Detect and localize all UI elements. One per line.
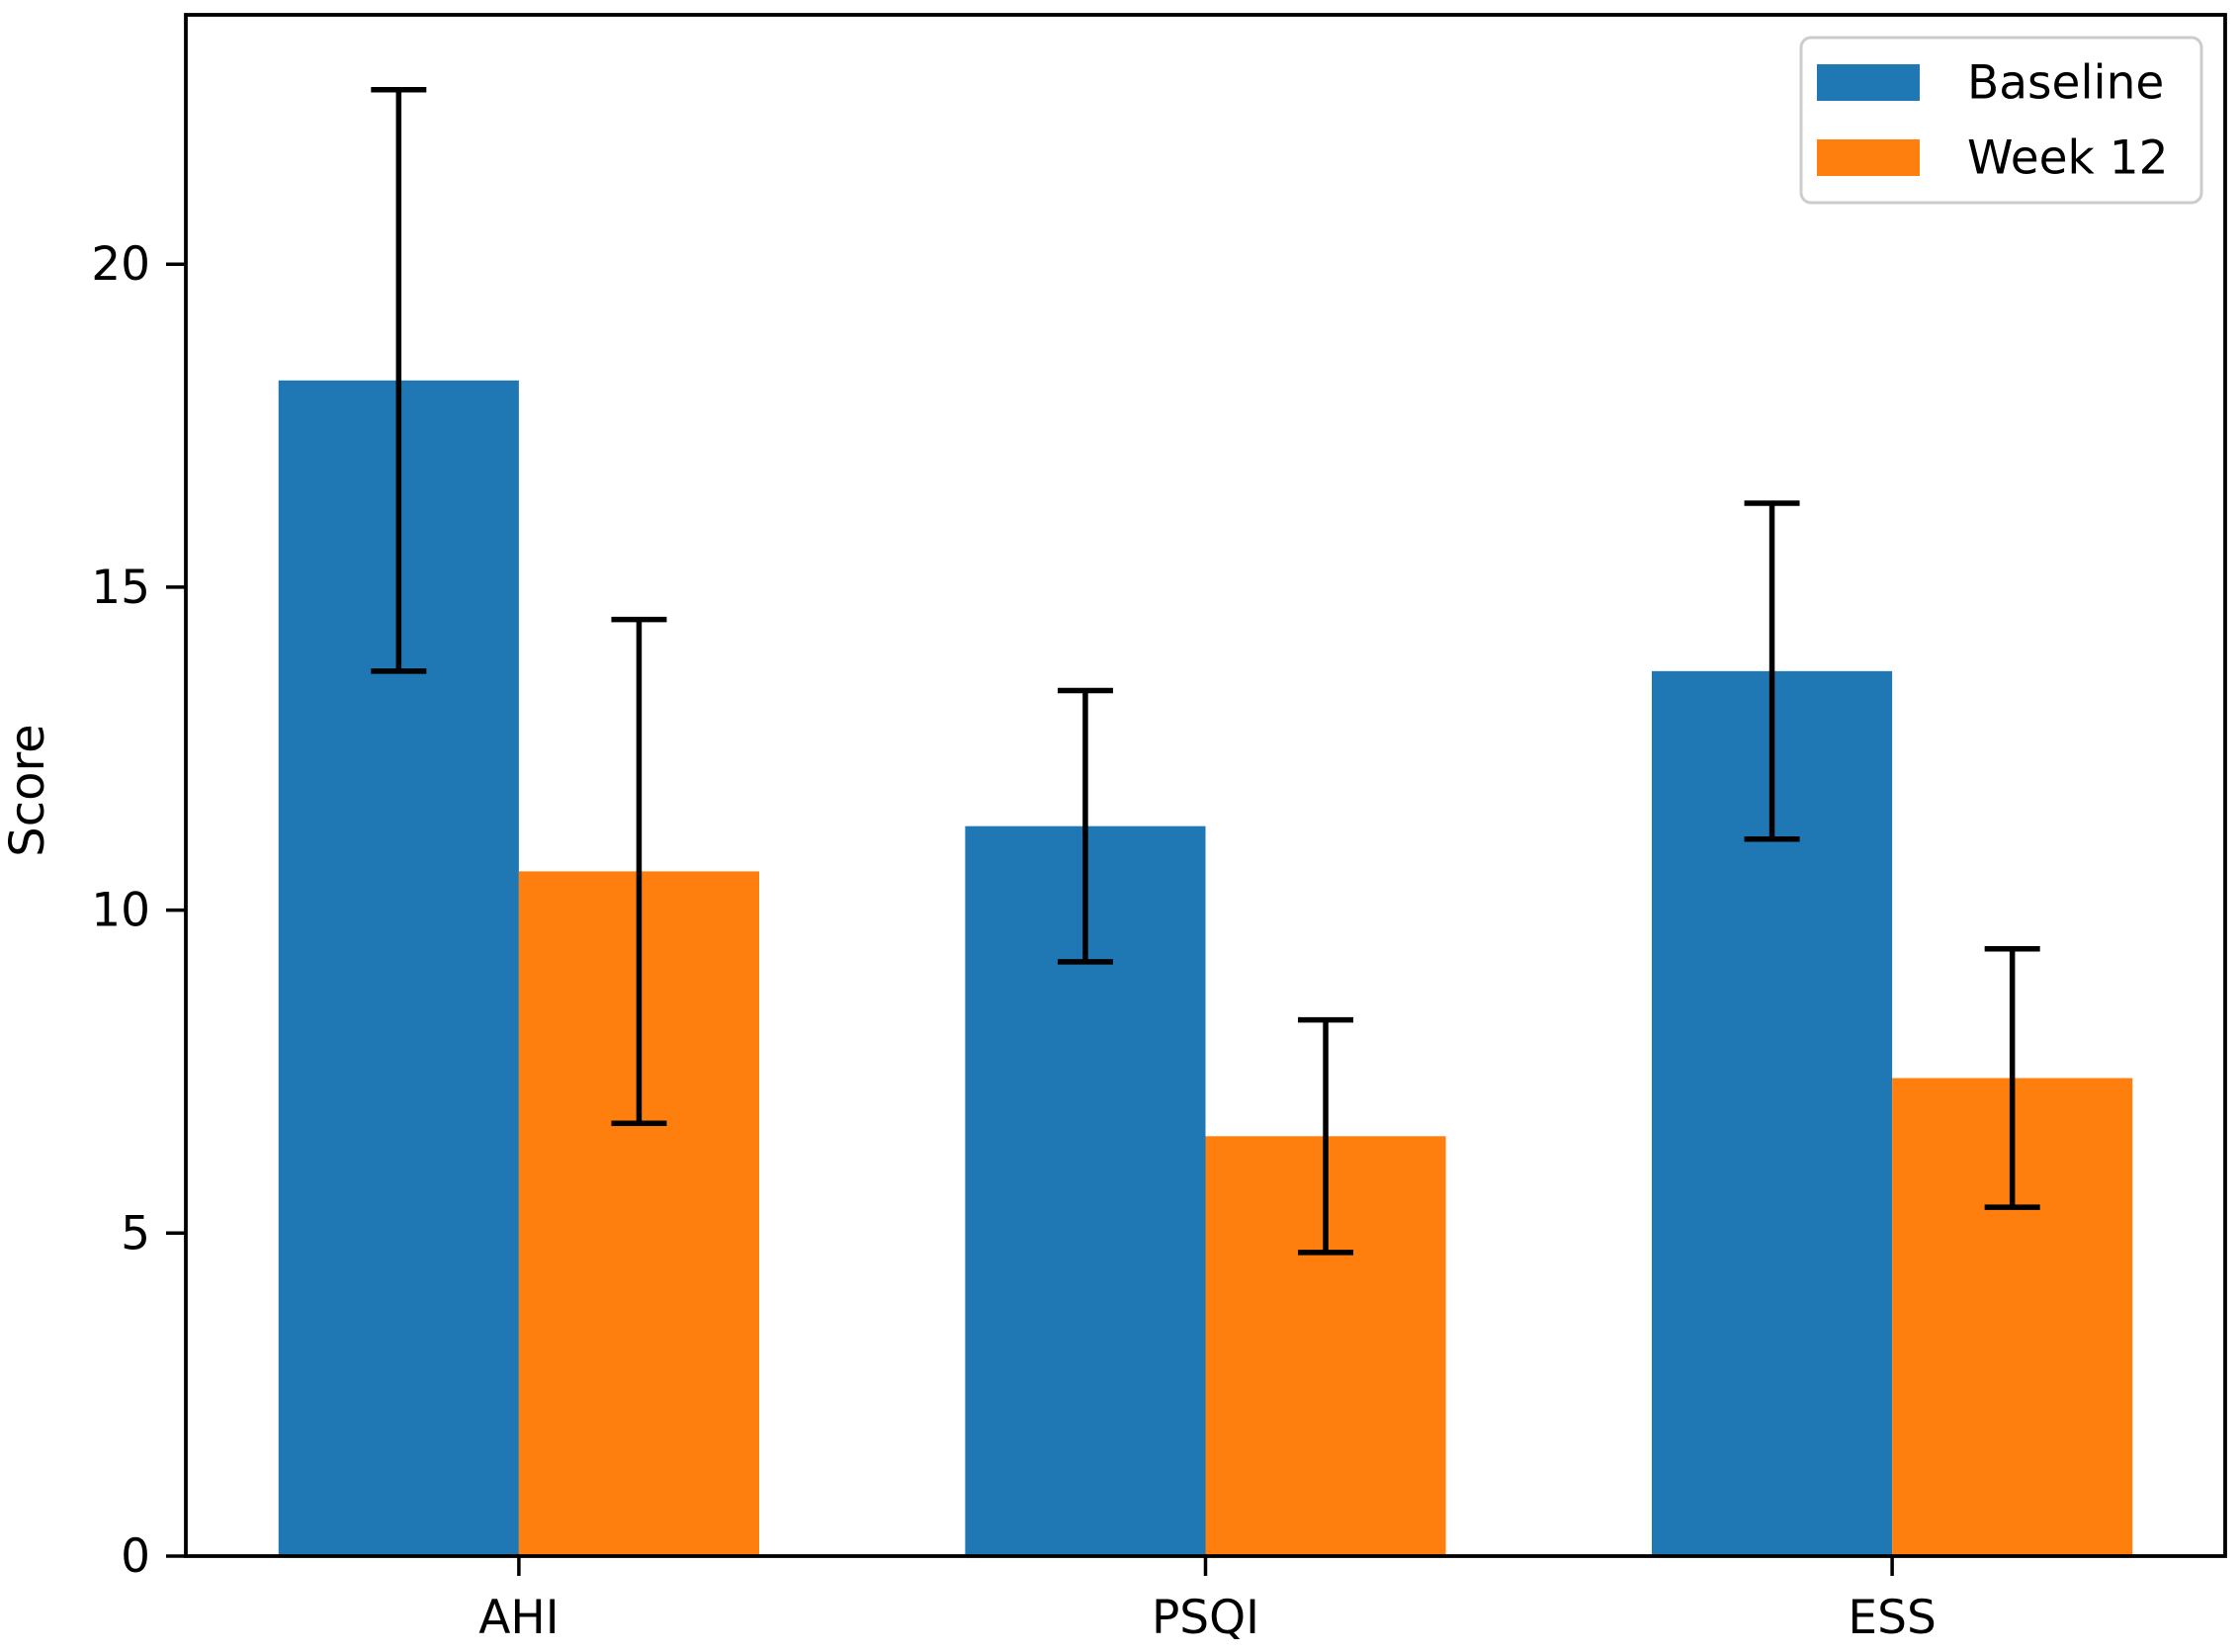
errorbar-ess-week-12 [1984, 946, 2040, 1210]
y-axis-label: Score [0, 724, 55, 856]
legend-label-baseline: Baseline [1967, 56, 2164, 111]
bars-layer [278, 380, 2133, 1556]
legend: Baseline Week 12 [1799, 36, 2203, 205]
x-tick-label-psqi: PSQI [1152, 1591, 1259, 1645]
y-tick-label-10: 10 [91, 884, 150, 938]
y-tick-label-5: 5 [121, 1206, 150, 1261]
legend-swatch-week-12 [1817, 139, 1920, 176]
errorbar-ahi-baseline [371, 87, 427, 674]
errorbar-psqi-week-12 [1298, 1016, 1354, 1256]
error-bars-layer [371, 87, 2040, 1256]
y-tick-label-0: 0 [121, 1529, 150, 1584]
labels-layer: 0 5 10 15 20 AHI PSQI ESS Score [0, 237, 1937, 1645]
legend-label-week-12: Week 12 [1967, 131, 2169, 186]
y-tick-label-20: 20 [91, 237, 150, 292]
x-tick-label-ahi: AHI [478, 1591, 559, 1645]
errorbar-psqi-baseline [1057, 687, 1113, 965]
errorbar-ess-baseline [1744, 500, 1800, 842]
errorbar-ahi-week-12 [611, 616, 667, 1126]
y-tick-label-15: 15 [91, 561, 150, 615]
axes-layer [166, 13, 2227, 1576]
x-tick-label-ess: ESS [1848, 1591, 1936, 1645]
legend-swatch-baseline [1817, 64, 1920, 101]
